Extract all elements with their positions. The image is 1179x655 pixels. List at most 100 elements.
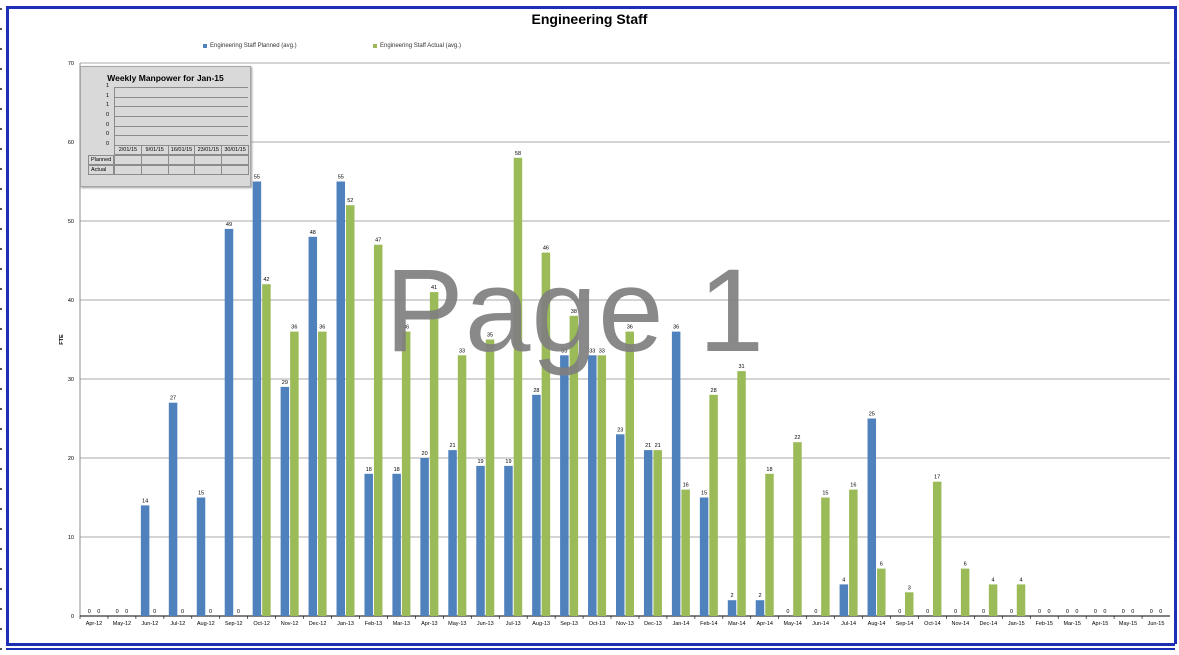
x-tick-label: Apr-14 xyxy=(756,621,773,627)
data-label-planned: 0 xyxy=(1038,609,1041,615)
data-label-planned: 27 xyxy=(170,396,176,402)
row-tick xyxy=(0,288,2,290)
row-tick xyxy=(0,588,2,590)
inset-gridline xyxy=(114,135,248,137)
data-label-actual: 0 xyxy=(1103,609,1106,615)
row-tick xyxy=(0,608,2,610)
row-tick xyxy=(0,348,2,350)
x-tick-label: Feb-14 xyxy=(700,621,717,627)
data-label-planned: 0 xyxy=(1066,609,1069,615)
x-tick-label: Sep-14 xyxy=(896,621,914,627)
y-tick-label: 20 xyxy=(68,456,74,462)
bar-actual xyxy=(988,584,998,616)
inset-column-header: 23/01/15 xyxy=(194,145,223,155)
data-label-actual: 0 xyxy=(125,609,128,615)
bar-actual xyxy=(849,489,858,616)
data-label-planned: 49 xyxy=(226,222,232,228)
data-label-actual: 41 xyxy=(431,285,437,291)
bar-actual xyxy=(737,371,746,616)
x-tick-label: Jun-15 xyxy=(1148,621,1165,627)
inset-y-tick-label: 1 xyxy=(105,102,109,109)
x-tick-label: Dec-13 xyxy=(644,621,662,627)
inset-y-tick-label: 1 xyxy=(105,92,109,99)
data-label-actual: 4 xyxy=(1020,577,1023,583)
inset-y-tick-label: 0 xyxy=(105,112,109,118)
x-tick-label: Jan-13 xyxy=(337,621,354,627)
data-label-planned: 55 xyxy=(254,175,260,181)
data-label-planned: 14 xyxy=(142,498,148,504)
bar-actual xyxy=(401,331,411,616)
bar-actual xyxy=(877,568,886,616)
row-tick xyxy=(0,308,2,310)
inset-y-tick-label: 0 xyxy=(105,141,109,147)
data-label-actual: 3 xyxy=(908,585,911,591)
inset-column-header: 30/01/15 xyxy=(221,145,249,155)
data-label-actual: 22 xyxy=(794,435,800,441)
x-tick-label: Nov-14 xyxy=(952,621,970,627)
bar-planned xyxy=(140,505,150,616)
data-label-actual: 42 xyxy=(263,277,269,283)
data-label-actual: 33 xyxy=(459,348,465,354)
legend-swatch-planned xyxy=(203,44,207,48)
x-tick-label: Feb-15 xyxy=(1036,621,1053,627)
bar-actual xyxy=(457,355,467,616)
data-label-planned: 18 xyxy=(366,467,372,473)
data-label-actual: 35 xyxy=(487,333,493,339)
page-watermark: Page 1 xyxy=(385,245,765,377)
inset-y-tick-label: 1 xyxy=(105,83,109,89)
x-tick-label: May-13 xyxy=(448,621,466,627)
bar-actual xyxy=(429,292,439,616)
inset-column-header: 9/01/15 xyxy=(140,145,169,155)
inset-column-header: 16/01/15 xyxy=(167,145,196,155)
bar-actual xyxy=(290,331,299,616)
row-tick xyxy=(0,448,2,450)
bar-planned xyxy=(448,450,457,616)
bar-actual xyxy=(485,339,495,616)
data-label-actual: 0 xyxy=(1159,609,1162,615)
bar-planned xyxy=(308,236,318,617)
inset-y-tick-label: 0 xyxy=(105,131,109,138)
data-label-planned: 19 xyxy=(477,459,483,465)
x-tick-label: Jun-14 xyxy=(812,621,829,627)
row-tick xyxy=(0,268,2,270)
bar-planned xyxy=(280,386,290,616)
inset-y-tick-label: 0 xyxy=(105,121,109,128)
y-tick-label: 50 xyxy=(68,219,74,225)
row-tick xyxy=(0,468,2,470)
data-label-actual: 31 xyxy=(738,364,744,370)
data-label-actual: 58 xyxy=(515,151,521,157)
inset-row-header: Actual xyxy=(88,165,114,175)
x-tick-label: Jan-14 xyxy=(672,621,689,627)
weekly-manpower-inset-chart[interactable]: Weekly Manpower for Jan-15 1 1 1 0 0 0 0 2/01/1… xyxy=(80,66,251,187)
y-tick-label: 30 xyxy=(68,377,74,383)
data-label-planned: 28 xyxy=(533,388,539,394)
bar-planned xyxy=(588,355,597,616)
bar-planned xyxy=(699,497,709,616)
x-tick-label: Aug-14 xyxy=(868,621,886,627)
legend-label-planned: Engineering Staff Planned (avg.) xyxy=(210,43,297,49)
x-tick-label: May-15 xyxy=(1119,621,1137,627)
bar-actual xyxy=(541,252,551,616)
x-tick-label: Oct-14 xyxy=(924,621,941,627)
data-label-actual: 46 xyxy=(543,246,549,252)
data-label-actual: 6 xyxy=(880,562,883,568)
data-label-planned: 0 xyxy=(116,609,119,615)
row-tick xyxy=(0,428,2,430)
inset-row-header: Planned xyxy=(88,155,114,165)
bar-planned xyxy=(504,465,513,616)
row-tick xyxy=(0,8,2,10)
legend-swatch-actual xyxy=(373,44,377,48)
x-tick-label: Nov-13 xyxy=(616,621,634,627)
bar-planned xyxy=(671,331,681,616)
x-tick-label: Aug-12 xyxy=(197,621,215,627)
data-label-planned: 55 xyxy=(338,175,344,181)
row-tick xyxy=(0,388,2,390)
x-tick-label: Oct-12 xyxy=(253,621,270,627)
data-label-planned: 36 xyxy=(673,325,679,331)
data-label-planned: 29 xyxy=(282,380,288,386)
data-label-planned: 0 xyxy=(898,609,901,615)
row-tick xyxy=(0,528,2,530)
y-axis-label: FTE xyxy=(59,334,65,345)
